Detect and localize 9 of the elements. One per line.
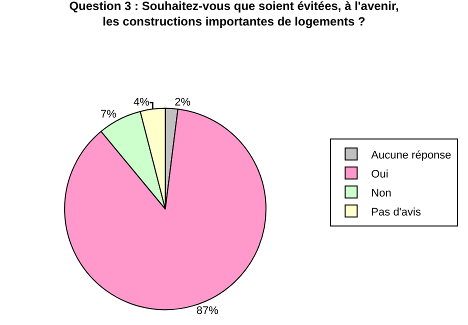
data-label: 2% <box>174 96 191 109</box>
data-label: 87% <box>196 305 219 318</box>
legend-label: Oui <box>371 168 388 180</box>
legend-label: Pas d'avis <box>371 206 422 218</box>
data-label: 4% <box>134 96 150 109</box>
chart-title: Question 3 : Souhaitez-vous que soient évitées, à l'avenir, les constructions importantes de logements ? <box>69 0 399 28</box>
data-label: 7% <box>100 108 117 121</box>
legend-label: Non <box>371 187 392 200</box>
legend-label: Aucune réponse <box>371 149 452 162</box>
